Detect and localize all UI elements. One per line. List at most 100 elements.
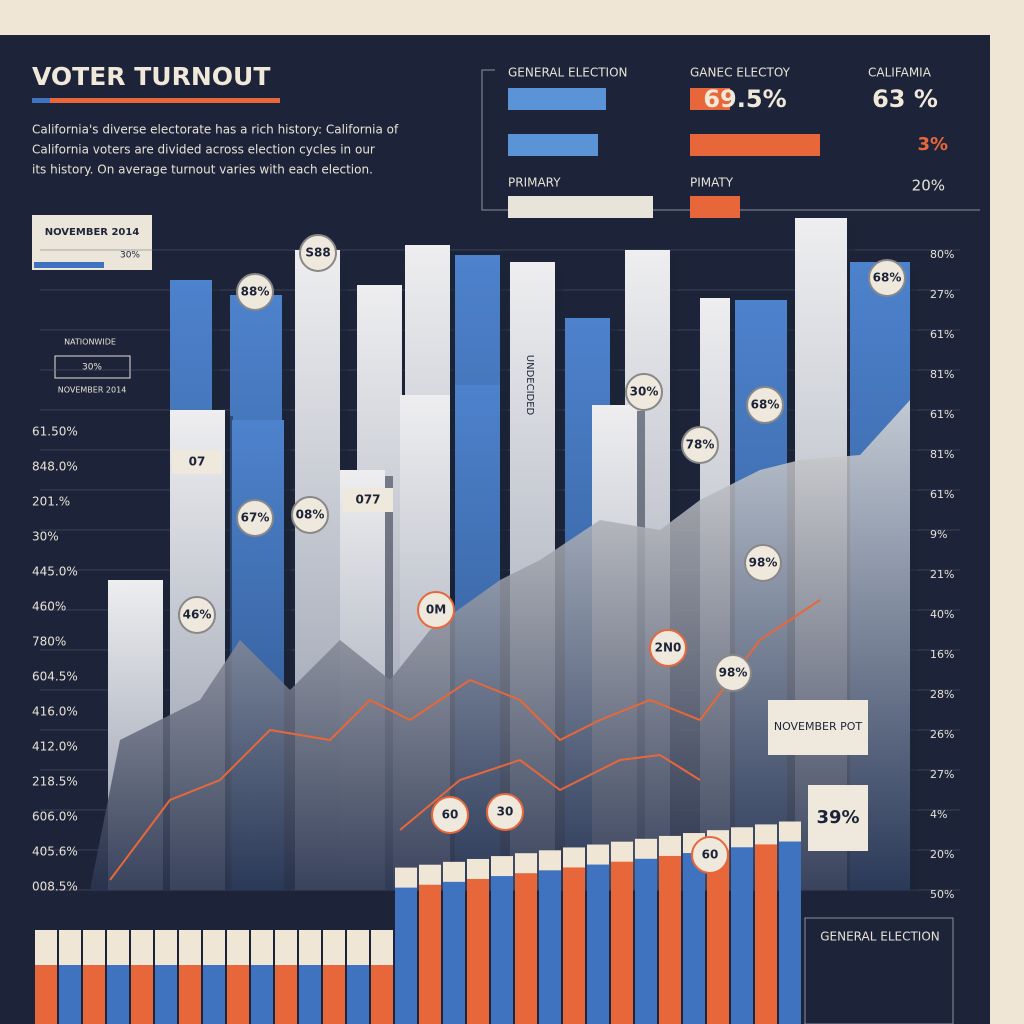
stack [155, 965, 177, 1024]
left-axis-label: 412.0% [32, 740, 78, 754]
trend-line [399, 753, 701, 831]
right-axis-label: 40% [930, 608, 954, 621]
description-line: California's diverse electorate has a ri… [32, 123, 399, 137]
stat-label: PIMATY [690, 176, 734, 190]
note-value: 30% [120, 251, 140, 261]
callout-bubble [291, 496, 329, 534]
stack [299, 965, 321, 1024]
title-underline [32, 98, 280, 103]
left-axis-label: 848.0% [32, 460, 78, 474]
stack [443, 881, 465, 1024]
stack [587, 864, 609, 1024]
callout-label: 60 [702, 848, 719, 862]
left-axis-label: 604.5% [32, 670, 78, 684]
plot: 61.50% 848.0% 201.% 30% 445.0% 460% 780% 604.5%… [32, 218, 960, 1024]
callout-bubble [486, 793, 524, 831]
stat-sub-value: 20% [912, 177, 945, 195]
stack [731, 847, 753, 1024]
callout-label: 78% [686, 438, 715, 452]
left-axis-label: 30% [32, 530, 59, 544]
callout-label: 98% [749, 556, 778, 570]
stack [59, 965, 81, 1024]
callout-bubble [343, 488, 393, 512]
right-axis-label: 20% [930, 848, 954, 861]
stack [131, 965, 153, 1024]
description-line: its history. On average turnout varies w… [32, 163, 373, 177]
right-axis-label: 50% [930, 888, 954, 901]
left-axis-label: 218.5% [32, 775, 78, 789]
callout-label: 68% [873, 271, 902, 285]
left-axis-label: 606.0% [32, 810, 78, 824]
stack [707, 850, 729, 1024]
column-side [910, 268, 918, 890]
right-axis-label: 4% [930, 808, 947, 821]
callout-bubble [649, 629, 687, 667]
left-axis-label: 61.50% [32, 425, 78, 439]
right-axis-label: 16% [930, 648, 954, 661]
stat-bar [508, 88, 606, 110]
stack [659, 855, 681, 1024]
callout-label: 08% [296, 508, 325, 522]
stat-heading: GANEC ELECTOY [690, 66, 791, 80]
trend-line [109, 599, 821, 881]
callout-label: 2N0 [655, 641, 682, 655]
stack [179, 965, 201, 1024]
note-bar [34, 262, 104, 268]
callout-label: 68% [751, 398, 780, 412]
callout-bubble [681, 426, 719, 464]
stat-bar [690, 134, 820, 156]
bar-text: UNDECIDED [524, 355, 535, 416]
callout-label: 67% [241, 511, 270, 525]
stat-bar [690, 88, 730, 110]
note-label: NOVEMBER POT [774, 720, 863, 733]
right-axis-label: 61% [930, 488, 954, 501]
stack [323, 965, 345, 1024]
callout-label: 30 [497, 805, 514, 819]
callout-label: 30% [630, 385, 659, 399]
description-line: California voters are divided across ele… [32, 143, 375, 157]
stack [563, 867, 585, 1024]
stack [395, 887, 417, 1024]
callout-label: 07 [189, 455, 206, 469]
callout-bubble [431, 796, 469, 834]
callout-bubble [417, 591, 455, 629]
note-value: 30% [82, 363, 102, 373]
stack [371, 965, 393, 1024]
callout-label: 46% [183, 608, 212, 622]
left-axis-label: 405.6% [32, 845, 78, 859]
right-axis-label: 61% [930, 328, 954, 341]
right-axis-label: 26% [930, 728, 954, 741]
note-title: NOVEMBER 2014 [45, 227, 140, 238]
stack [491, 876, 513, 1024]
stat-bar [690, 196, 740, 218]
left-axis-label: 445.0% [32, 565, 78, 579]
stack [275, 965, 297, 1024]
stack [203, 965, 225, 1024]
note-frame [54, 355, 131, 379]
stack [635, 858, 657, 1024]
stack [251, 965, 273, 1024]
column-side [225, 416, 233, 890]
stack [347, 965, 369, 1024]
stack [779, 841, 801, 1024]
right-axis-label: 81% [930, 448, 954, 461]
callout-label: 88% [241, 285, 270, 299]
callout-bubble [236, 499, 274, 537]
note-title: NATIONWIDE [64, 338, 116, 347]
stat-value: 63 % [872, 85, 938, 113]
title: VOTER TURNOUT [32, 62, 270, 91]
stat-value: 69.5% [703, 85, 786, 113]
right-axis-label: 28% [930, 688, 954, 701]
stack [419, 884, 441, 1024]
right-axis-label: 27% [930, 288, 954, 301]
callout-label: 60 [442, 808, 459, 822]
note-sub: NOVEMBER 2014 [58, 386, 127, 395]
callout-label: 077 [355, 493, 380, 507]
left-axis-label: 008.5% [32, 880, 78, 894]
note-label: 39% [816, 807, 859, 828]
note-box [32, 215, 152, 270]
title-accent [32, 98, 50, 103]
stat-bar [508, 196, 653, 218]
stack [227, 965, 249, 1024]
